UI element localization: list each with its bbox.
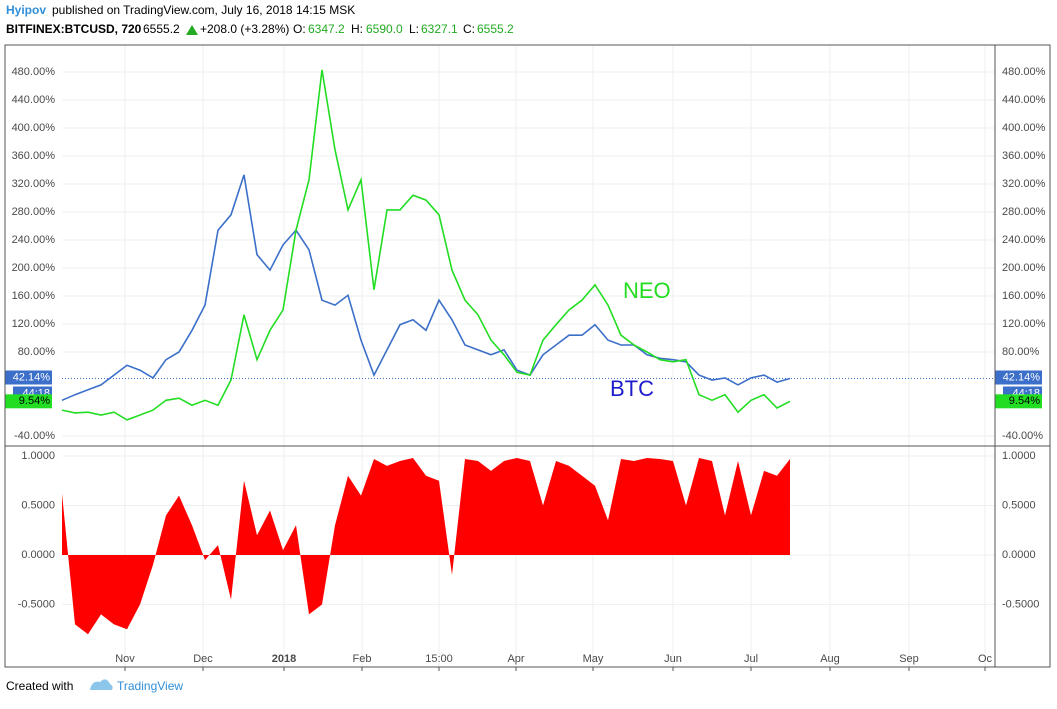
up-arrow: [186, 25, 198, 35]
y-tick-label: -0.5000: [18, 598, 55, 610]
y-tick-label: 320.00%: [12, 178, 56, 190]
last-label: 9.54%: [1009, 395, 1040, 407]
x-tick-label: Apr: [507, 653, 524, 665]
x-tick-label: Sep: [899, 653, 919, 665]
y-tick-label-right: -40.00%: [1002, 430, 1043, 442]
y-tick-label-right: 1.0000: [1002, 450, 1036, 462]
footer-text: Created with: [6, 679, 73, 693]
close: 6555.2: [477, 22, 514, 36]
low: 6327.1: [421, 22, 458, 36]
symbol: BITFINEX:BTCUSD, 720: [6, 22, 142, 36]
open-label: O:: [293, 22, 306, 36]
published: published on TradingView.com, July 16, 2…: [52, 3, 355, 17]
last-label: 42.14%: [13, 371, 51, 383]
y-tick-label: 0.0000: [21, 549, 55, 561]
last-box: [5, 394, 52, 409]
y-tick-label: 120.00%: [12, 318, 56, 330]
frame: [4, 44, 1051, 668]
price: 6555.2: [143, 22, 180, 36]
y-tick-label-right: -0.5000: [1002, 598, 1039, 610]
y-tick-label: 200.00%: [12, 262, 56, 274]
y-tick-label: 440.00%: [12, 94, 56, 106]
last-label: 9.54%: [19, 395, 50, 407]
x-tick-label: Dec: [193, 653, 213, 665]
footer-brand[interactable]: TradingView: [117, 679, 183, 693]
x-tick-label: Nov: [115, 653, 135, 665]
series-line: [61, 69, 791, 421]
y-tick-label: 1.0000: [21, 450, 55, 462]
x-tick-label: May: [583, 653, 604, 665]
x-tick-label: Aug: [820, 653, 840, 665]
y-tick-label-right: 80.00%: [1002, 346, 1040, 358]
last-label: 42.14%: [1003, 371, 1041, 383]
annotation: BTC: [610, 376, 654, 401]
x-tick-label: Jun: [664, 653, 682, 665]
y-tick-label-right: 400.00%: [1002, 122, 1046, 134]
y-tick-label-right: 440.00%: [1002, 94, 1046, 106]
last-box: [995, 370, 1042, 385]
y-tick-label-right: 480.00%: [1002, 66, 1046, 78]
annotation: NEO: [623, 278, 671, 303]
y-tick-label: 400.00%: [12, 122, 56, 134]
y-tick-label: 0.5000: [21, 499, 55, 511]
y-tick-label-right: 280.00%: [1002, 206, 1046, 218]
high-label: H:: [351, 22, 363, 36]
x-tick-label: 15:00: [425, 653, 453, 665]
last-box: [5, 370, 52, 385]
y-tick-label-right: 160.00%: [1002, 290, 1046, 302]
high: 6590.0: [366, 22, 403, 36]
y-tick-label: 480.00%: [12, 66, 56, 78]
y-tick-label: 360.00%: [12, 150, 56, 162]
y-tick-label: 160.00%: [12, 290, 56, 302]
y-tick-label: 280.00%: [12, 206, 56, 218]
y-tick-label-right: 0.5000: [1002, 499, 1036, 511]
y-tick-label-right: 0.0000: [1002, 549, 1036, 561]
author[interactable]: Hyipov: [6, 3, 46, 17]
change: +208.0 (+3.28%): [200, 22, 289, 36]
logo: [90, 679, 113, 690]
y-tick-label-right: 360.00%: [1002, 150, 1046, 162]
y-tick-label-right: 240.00%: [1002, 234, 1046, 246]
last-box: [995, 394, 1042, 409]
y-tick-label-right: 200.00%: [1002, 262, 1046, 274]
close-label: C:: [463, 22, 475, 36]
open: 6347.2: [308, 22, 345, 36]
series-line: [61, 174, 791, 402]
y-tick-label-right: 120.00%: [1002, 318, 1046, 330]
x-tick-label: Jul: [744, 653, 758, 665]
x-tick-label: 2018: [272, 653, 296, 665]
y-tick-label: 240.00%: [12, 234, 56, 246]
y-tick-label-right: 320.00%: [1002, 178, 1046, 190]
correlation-area: [62, 457, 790, 635]
y-tick-label: 80.00%: [18, 346, 56, 358]
x-tick-label: Oc: [978, 653, 993, 665]
y-tick-label: -40.00%: [14, 430, 55, 442]
x-tick-label: Feb: [353, 653, 372, 665]
low-label: L:: [409, 22, 419, 36]
